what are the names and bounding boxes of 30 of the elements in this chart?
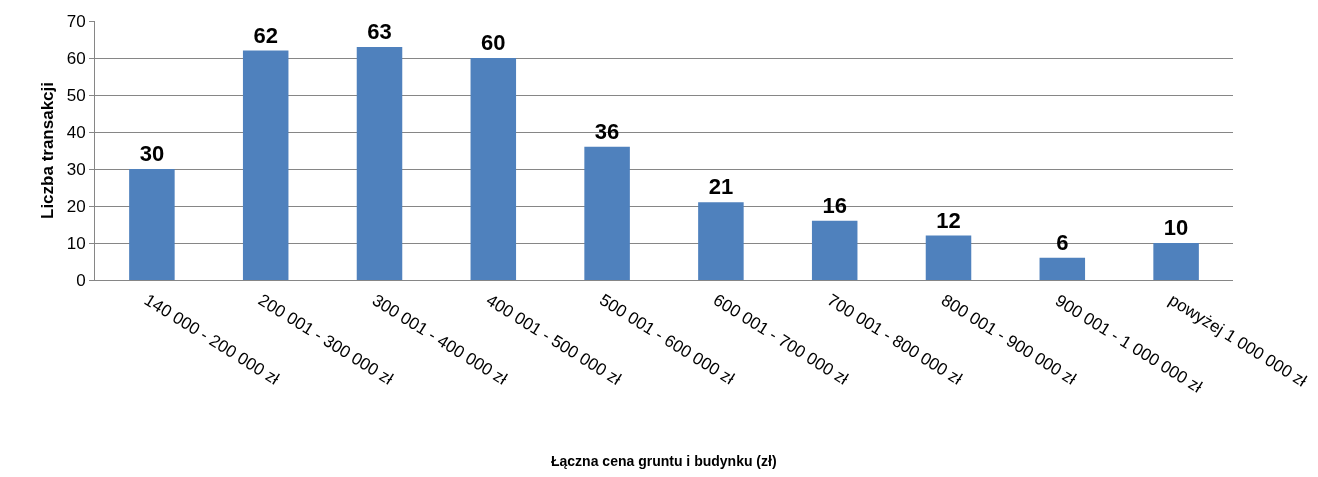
y-tick-label: 40 xyxy=(66,122,86,142)
bar xyxy=(470,58,517,280)
data-label: 21 xyxy=(708,174,734,200)
bar xyxy=(1153,243,1199,280)
data-label: 36 xyxy=(594,118,620,144)
data-label: 6 xyxy=(1056,229,1069,255)
x-axis-title: Łączna cena gruntu i budynku (zł) xyxy=(551,453,777,469)
y-tick-label: 0 xyxy=(76,270,86,290)
y-tick-label: 30 xyxy=(66,159,86,179)
bar xyxy=(584,146,630,280)
bar xyxy=(242,50,289,280)
bar xyxy=(925,235,972,280)
bar xyxy=(356,46,403,280)
y-axis-title: Liczba transakcji xyxy=(38,81,58,220)
y-tick-label: 60 xyxy=(66,48,86,68)
y-tick-label: 10 xyxy=(66,233,86,253)
bar xyxy=(1039,257,1086,280)
data-label: 63 xyxy=(367,18,392,44)
bar xyxy=(811,220,858,280)
data-label: 60 xyxy=(481,30,506,55)
bar xyxy=(129,169,175,280)
data-label: 30 xyxy=(139,141,165,166)
data-label: 12 xyxy=(936,207,961,233)
data-label: 16 xyxy=(822,192,847,218)
data-label: 10 xyxy=(1163,215,1189,240)
y-tick-label: 70 xyxy=(66,11,86,31)
data-label: 62 xyxy=(253,22,278,48)
y-tick-label: 20 xyxy=(66,196,86,216)
bar xyxy=(698,202,744,280)
y-tick-label: 50 xyxy=(66,85,86,105)
